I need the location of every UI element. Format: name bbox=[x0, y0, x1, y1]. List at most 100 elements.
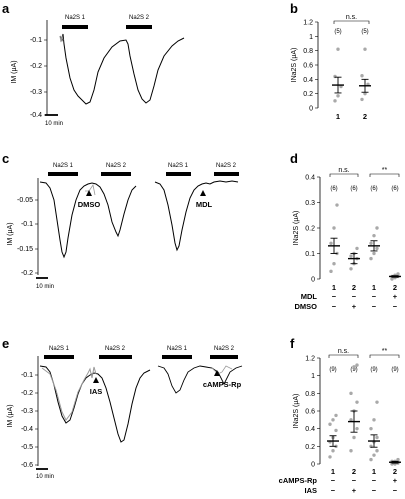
ytick-e-0: -0.1 bbox=[21, 372, 33, 379]
data-point-f-0-5 bbox=[334, 428, 338, 433]
data-point-f-1-8 bbox=[355, 363, 359, 367]
arrow-e-camps bbox=[214, 370, 220, 376]
arrow-label-dmso: DMSO bbox=[78, 200, 101, 209]
data-point-f-2-6 bbox=[369, 426, 373, 431]
data-point-f-0-0 bbox=[328, 455, 332, 459]
ytick-label-b-3: 0.6 bbox=[303, 63, 313, 70]
n-label-b-0: (5) bbox=[334, 29, 341, 35]
ytick-c-1: -0.1 bbox=[21, 221, 33, 228]
ytick-c-0: -0.05 bbox=[17, 197, 33, 204]
row-value-f-0-2: − bbox=[372, 476, 377, 485]
ylabel-b: INa2S (μA) bbox=[291, 48, 298, 83]
data-point-d-0-4 bbox=[332, 226, 336, 230]
scale-label-a: 10 min bbox=[45, 121, 63, 127]
ytick-e-4: -0.5 bbox=[21, 444, 33, 451]
ytick-e-1: -0.2 bbox=[21, 390, 33, 397]
data-point-d-0-1 bbox=[332, 262, 336, 266]
ytick-label-b-1: 0.2 bbox=[303, 91, 313, 98]
row-value-f-0-1: − bbox=[352, 476, 357, 485]
row-label-d-1: DMSO bbox=[295, 302, 318, 311]
data-point-f-2-7 bbox=[372, 418, 376, 422]
data-point-d-1-0 bbox=[349, 267, 353, 271]
stim-label-e-3: Na2S 1 bbox=[167, 346, 188, 352]
ytick-a-0: -0.1 bbox=[30, 37, 42, 44]
data-point-d-2-1 bbox=[372, 251, 376, 256]
data-point-d-2-0 bbox=[369, 256, 373, 261]
ytick-a-2: -0.3 bbox=[30, 89, 42, 96]
ytick-c-2: -0.15 bbox=[17, 246, 33, 253]
ytick-label-b-6: 1.2 bbox=[303, 20, 313, 27]
data-point-f-1-1 bbox=[352, 435, 356, 440]
n-label-d-1: (6) bbox=[350, 186, 357, 192]
xtick-label-b-1: 2 bbox=[363, 112, 367, 121]
data-point-f-0-7 bbox=[331, 418, 335, 422]
stim-label-c-4: Na2S 2 bbox=[216, 163, 237, 169]
n-label-f-0: (9) bbox=[329, 367, 336, 373]
ytick-label-b-5: 1 bbox=[309, 34, 313, 41]
stim-bar-e-4 bbox=[210, 355, 238, 359]
data-point-f-0-6 bbox=[328, 422, 332, 426]
chart-b: 0 0.2 0.4 0.6 0.8 1 1.2 INa2S (μA) 1 2 (5) (5) n.s. bbox=[291, 14, 371, 121]
panel-d: d 0 0.1 0.2 0.3 0.4 INa2S (μA) 1 2 1 2 (6) (6) (6) (6… bbox=[290, 151, 401, 311]
ylabel-e: IM (μA) bbox=[7, 404, 14, 427]
row-label-f-0: cAMPS-Rp bbox=[279, 476, 318, 485]
row-value-f-1-3: − bbox=[393, 486, 398, 495]
row-value-d-1-1: + bbox=[352, 302, 357, 311]
ylabel-f: INa2S (μA) bbox=[293, 394, 300, 429]
sig-label-f-1: ** bbox=[382, 348, 388, 355]
data-point-d-2-5 bbox=[375, 226, 379, 230]
row-label-d-0: MDL bbox=[301, 292, 318, 301]
row-value-d-0-2: − bbox=[372, 292, 377, 301]
panel-a: a -0.1 -0.2 -0.3 -0.4 IM (μA) Na2S 1 Na2… bbox=[2, 1, 185, 127]
row-value-d-0-3: + bbox=[393, 292, 398, 301]
scale-label-e: 10 min bbox=[36, 474, 54, 480]
arrow-e-ias bbox=[93, 377, 99, 383]
ytick-label-b-4: 0.8 bbox=[303, 48, 313, 55]
data-point-d-0-0 bbox=[329, 269, 333, 274]
sig-bracket-f-1 bbox=[369, 354, 400, 358]
arrow-label-ias: IAS bbox=[90, 387, 103, 396]
sig-bracket-f-0 bbox=[328, 354, 359, 358]
data-point-d-3-0 bbox=[390, 277, 394, 281]
ytick-a-1: -0.2 bbox=[30, 63, 42, 70]
sig-label-d-0: n.s. bbox=[338, 167, 349, 174]
stim-bar-c-1 bbox=[48, 172, 78, 176]
data-point-d-0-3 bbox=[329, 241, 333, 245]
panel-f: f 0 0.2 0.4 0.6 0.8 1 1.2 INa2S (μA) 1 2 1 2 (9) (9) (… bbox=[279, 336, 401, 495]
sig-bracket-d-1 bbox=[369, 173, 400, 177]
data-point-d-2-4 bbox=[372, 233, 376, 238]
stim-label-e-2: Na2S 2 bbox=[105, 346, 126, 352]
sig-label-f-0: n.s. bbox=[338, 348, 349, 355]
panel-b: b 0 0.2 0.4 0.6 0.8 1 1.2 INa2S (μA) 1 2 (5) (5) n.s… bbox=[290, 1, 371, 121]
data-point-f-2-5 bbox=[375, 435, 379, 440]
panel-label-b: b bbox=[290, 1, 298, 16]
xtick-label-f-3: 2 bbox=[393, 467, 397, 476]
ytick-a-3: -0.4 bbox=[30, 112, 42, 119]
data-point-f-2-0 bbox=[369, 457, 373, 462]
panel-e: e -0.1 -0.2 -0.3 -0.4 -0.5 -0.6 IM (μA) … bbox=[2, 336, 243, 480]
stim-bar-e-1 bbox=[44, 355, 74, 359]
panel-label-c: c bbox=[2, 151, 9, 166]
stim-label-a-2: Na2S 2 bbox=[129, 15, 150, 21]
data-point-b-1-0 bbox=[360, 97, 364, 102]
data-point-f-2-1 bbox=[372, 453, 376, 457]
row-value-f-0-3: + bbox=[393, 476, 398, 485]
ytick-label-f-1: 0.2 bbox=[305, 444, 315, 451]
data-point-d-0-5 bbox=[335, 203, 339, 207]
stim-bar-c-2 bbox=[101, 172, 131, 176]
data-point-f-1-2 bbox=[355, 426, 359, 431]
arrow-c-mdl bbox=[200, 190, 206, 196]
trace-a-grey bbox=[59, 35, 64, 43]
panel-c: c -0.05 -0.1 -0.15 -0.2 IM (μA) Na2S 1 N… bbox=[2, 151, 239, 290]
stim-label-e-4: Na2S 2 bbox=[214, 346, 235, 352]
ytick-e-5: -0.6 bbox=[21, 462, 33, 469]
data-point-f-2-2 bbox=[375, 449, 379, 453]
data-point-f-1-6 bbox=[349, 391, 353, 396]
data-point-d-3-5 bbox=[396, 272, 400, 276]
data-point-b-0-1 bbox=[336, 94, 340, 98]
xtick-label-f-1: 2 bbox=[352, 467, 356, 476]
panel-label-a: a bbox=[2, 1, 10, 16]
sig-bracket-b-0 bbox=[333, 20, 370, 24]
data-point-f-3-8 bbox=[396, 457, 400, 462]
trace-e-right bbox=[157, 365, 243, 394]
